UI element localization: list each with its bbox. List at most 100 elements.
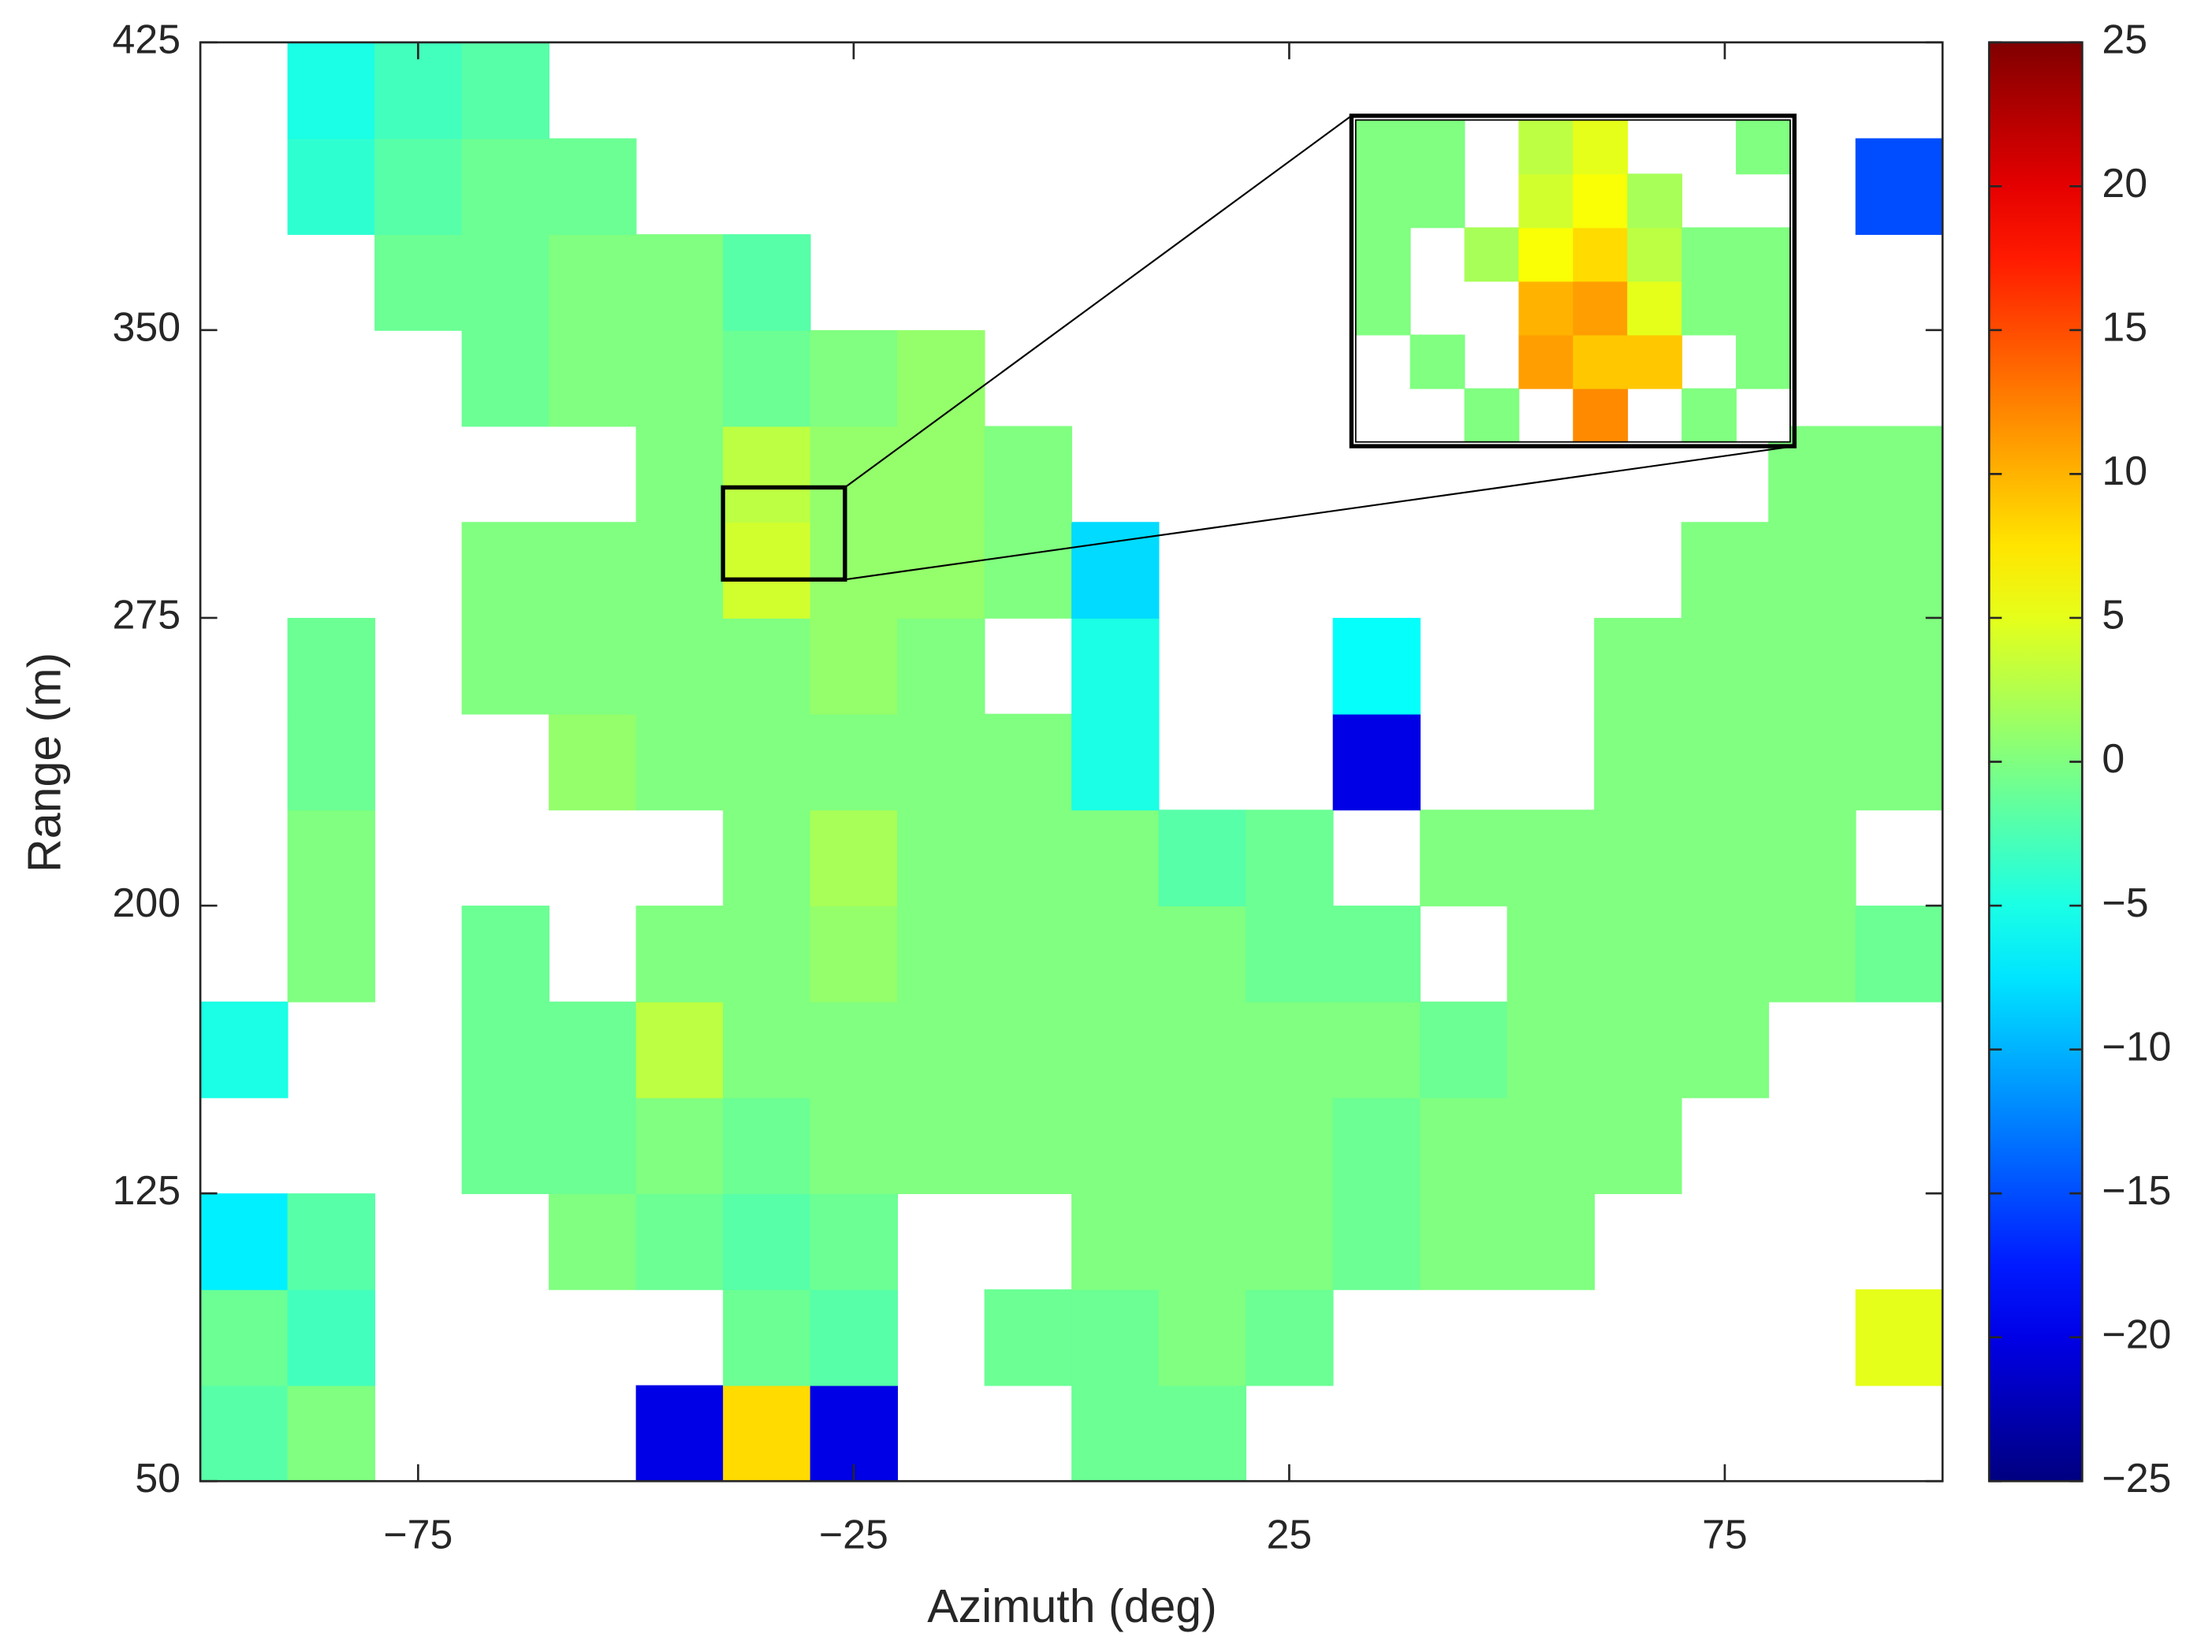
heat-cell [1246,1289,1334,1386]
inset-cell [1736,334,1791,389]
heat-cell [200,1385,289,1483]
heat-cell [1246,906,1334,1003]
zoom-connector [844,445,1795,581]
heat-cell [549,1001,637,1099]
zoom-box [721,485,847,582]
heat-cell [810,1001,899,1099]
heat-cell [1594,617,1682,715]
inset-cell [1573,388,1629,443]
heat-cell [1855,1289,1944,1386]
zoom-connector [844,115,1353,489]
heat-cell [287,138,376,236]
heat-cell [549,713,637,811]
heat-cell [984,522,1073,619]
heat-cell [635,1001,724,1099]
heat-cell [1506,1097,1596,1195]
inset-cell [1736,120,1791,175]
heat-cell [635,906,724,1003]
heat-cell [984,1289,1073,1386]
heat-cell [1332,1001,1421,1099]
colorbar-tick-label: −5 [2102,880,2148,926]
heat-cell [897,1097,985,1195]
heat-cell [549,1097,637,1195]
heat-cell [897,329,985,427]
heat-cell [897,713,985,811]
heat-cell [1855,138,1944,236]
heat-cell [461,617,550,715]
y-axis-label: Range (m) [18,653,70,873]
heat-cell [1158,906,1247,1003]
heat-cell [1246,809,1334,906]
heat-cell [723,906,811,1003]
colorbar [1987,41,2084,1483]
plot-frame [199,41,1944,1483]
heat-cell [1071,1385,1160,1483]
heat-cell [1158,1193,1247,1290]
heat-cell [1506,809,1596,906]
y-tick-label: 50 [135,1456,181,1501]
heat-cell [1158,1001,1247,1099]
inset-cell [1464,388,1520,443]
heat-cell [461,906,550,1003]
inset-cell [1355,173,1411,229]
inset-cell [1518,281,1574,336]
heat-cell [1246,1097,1334,1195]
heat-cell [723,329,811,427]
heat-cell [635,329,724,427]
heat-cell [984,1097,1073,1195]
heat-cell [461,329,550,427]
heat-cell [461,1001,550,1099]
inset-cell [1573,173,1629,229]
heat-cell [374,234,463,331]
y-tick-label: 425 [112,17,181,62]
heat-cell [1071,1097,1160,1195]
heat-cell [810,713,899,811]
colorbar-tick-label: −20 [2102,1312,2171,1357]
heat-cell [549,617,637,715]
heat-cell [810,329,899,427]
heat-cell [549,234,637,331]
heat-cell [287,617,376,715]
heat-cell [1071,1289,1160,1386]
heat-cell [1420,809,1508,906]
heat-cell [723,1289,811,1386]
inset-cell [1573,334,1629,389]
heat-cell [635,713,724,811]
heat-cell [1768,809,1856,906]
inset-cell [1627,173,1683,229]
heat-cell [984,426,1073,523]
heat-cell [635,1193,724,1290]
heat-cell [897,1001,985,1099]
heat-cell [1681,809,1770,906]
heat-cell [200,1289,289,1386]
heat-cell [461,522,550,619]
heat-cell [1420,1097,1508,1195]
inset-cell [1681,281,1737,336]
inset-cell [1355,227,1411,282]
heat-cell [1594,809,1682,906]
inset-cell [1627,227,1683,282]
heat-cell [723,713,811,811]
heat-cell [374,138,463,236]
y-tick-label: 125 [112,1168,181,1214]
colorbar-tick-label: 25 [2102,17,2147,62]
heat-cell [1681,906,1770,1003]
heat-cell [1768,617,1856,715]
x-tick-label: −25 [819,1512,888,1558]
colorbar-tick-label: 15 [2102,305,2147,351]
heat-cell [1158,1385,1247,1483]
heat-cell [1506,906,1596,1003]
heat-cell [1855,617,1944,715]
colorbar-tick-label: −10 [2102,1024,2171,1070]
heat-cell [1855,426,1944,523]
heat-cell [1158,809,1247,906]
heat-cell [810,1193,899,1290]
heat-cell [287,42,376,140]
heat-cell [1681,713,1770,811]
inset-cell [1627,334,1683,389]
inset-cell [1573,227,1629,282]
heat-cell [723,234,811,331]
heat-cell [1071,713,1160,811]
heat-cell [984,906,1073,1003]
